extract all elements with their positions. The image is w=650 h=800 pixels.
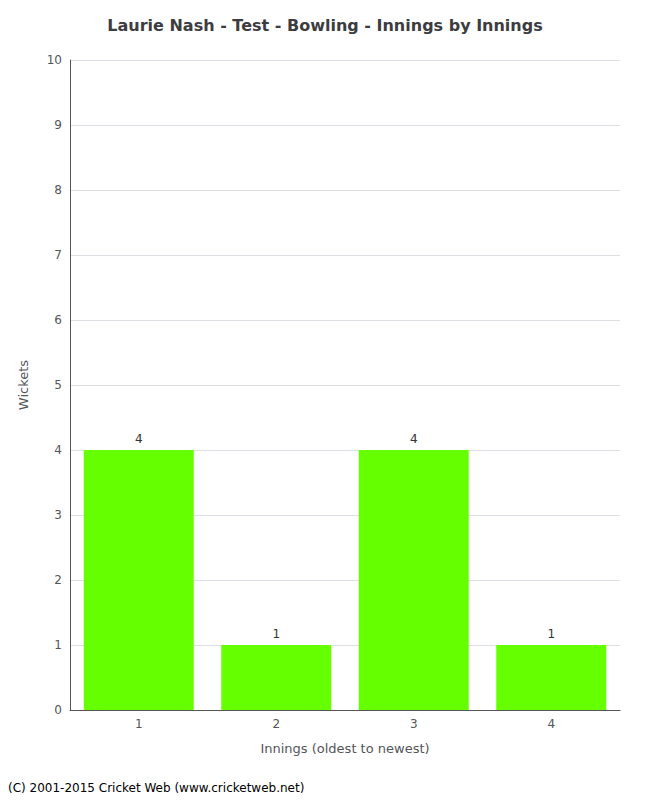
svg-text:Wickets: Wickets — [16, 360, 31, 410]
svg-text:7: 7 — [54, 248, 62, 262]
svg-text:9: 9 — [54, 118, 62, 132]
svg-text:1: 1 — [135, 717, 143, 731]
svg-text:1: 1 — [54, 638, 62, 652]
svg-text:Innings (oldest to newest): Innings (oldest to newest) — [260, 741, 429, 756]
svg-text:5: 5 — [54, 378, 62, 392]
svg-text:2: 2 — [54, 573, 62, 587]
svg-text:3: 3 — [54, 508, 62, 522]
svg-text:4: 4 — [410, 432, 418, 446]
svg-text:(C) 2001-2015 Cricket Web (www: (C) 2001-2015 Cricket Web (www.cricketwe… — [8, 781, 304, 795]
svg-text:10: 10 — [47, 53, 62, 67]
svg-text:Laurie Nash - Test - Bowling -: Laurie Nash - Test - Bowling - Innings b… — [107, 16, 542, 35]
svg-text:4: 4 — [547, 717, 555, 731]
svg-text:4: 4 — [135, 432, 143, 446]
svg-text:6: 6 — [54, 313, 62, 327]
svg-text:0: 0 — [54, 703, 62, 717]
svg-text:2: 2 — [272, 717, 280, 731]
svg-text:1: 1 — [272, 627, 280, 641]
svg-text:1: 1 — [547, 627, 555, 641]
svg-text:4: 4 — [54, 443, 62, 457]
svg-text:3: 3 — [410, 717, 418, 731]
svg-text:8: 8 — [54, 183, 62, 197]
